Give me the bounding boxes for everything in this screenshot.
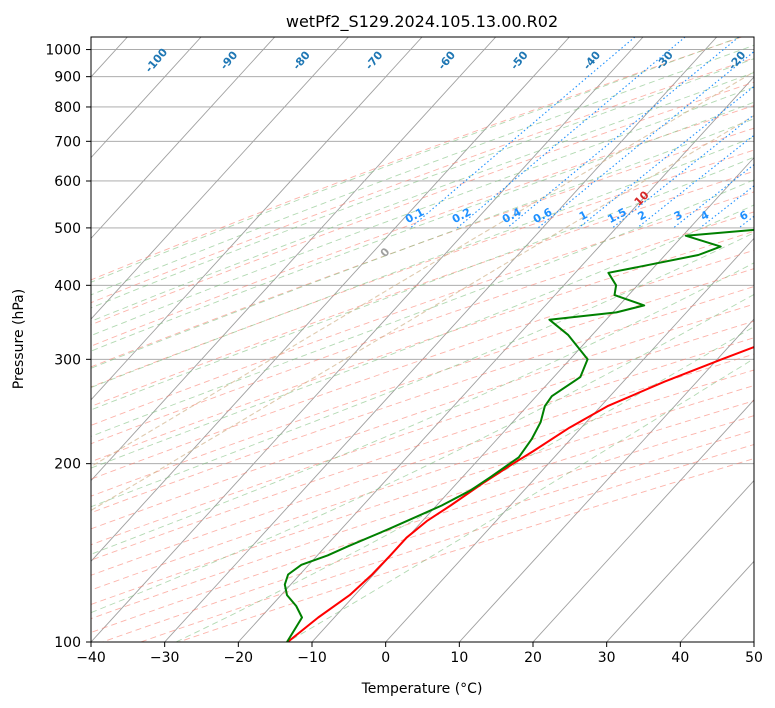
moist-adiabat-line	[91, 262, 754, 555]
isotherm-line	[91, 37, 276, 240]
isotherm-line	[91, 37, 570, 562]
x-axis: −40 −30 −20 −10 0 10 20 30 40 50	[76, 642, 763, 666]
ice-curve-line	[91, 115, 754, 512]
y-tick-label: 100	[54, 635, 81, 651]
x-tick-label: 30	[598, 650, 616, 666]
plot-frame	[90, 36, 755, 643]
x-tick-label: −10	[297, 650, 327, 666]
dry-adiabat-line	[91, 320, 754, 546]
ice-curve-line	[91, 71, 754, 468]
chart-title: wetPf2_S129.2024.105.13.00.R02	[286, 12, 558, 32]
mixing-ratio-line	[456, 37, 686, 229]
y-axis: 100 200 300 400 500 600 700 800 900 1000	[45, 43, 91, 651]
moist-adiabat-line	[91, 232, 754, 508]
dry-adiabat-line	[91, 37, 743, 281]
x-axis-label: Temperature (°C)	[361, 681, 483, 697]
moist-adiabat-line	[91, 136, 754, 388]
x-tick-label: 50	[745, 650, 763, 666]
dry-adiabat-line	[91, 303, 754, 530]
mixing-ratio-line	[537, 50, 754, 229]
dry-adiabat-line	[91, 353, 754, 576]
dry-adiabat-line	[91, 268, 754, 497]
isotherm-line	[385, 237, 754, 642]
y-tick-label: 300	[54, 352, 81, 368]
isotherm-line	[91, 37, 644, 642]
moist-adiabat-line	[91, 71, 754, 322]
isotherm-line	[91, 37, 423, 401]
isotherm-line	[164, 37, 718, 642]
isotherm-line	[532, 399, 754, 642]
mixing-ratio-line	[673, 163, 754, 229]
x-tick-label: 40	[671, 650, 689, 666]
dry-adiabat-line	[91, 149, 754, 388]
moist-adiabat-line	[91, 37, 741, 283]
dewpoint-profile-line	[283, 228, 754, 642]
y-tick-label: 500	[54, 221, 81, 237]
mixing-ratio-line	[612, 114, 754, 229]
isotherm-line	[91, 37, 349, 320]
mixing-ratio-line	[506, 37, 740, 229]
y-tick-label: 400	[54, 278, 81, 294]
y-tick-label: 800	[54, 100, 81, 116]
isotherm-line	[238, 76, 754, 642]
mixing-ratio-line	[578, 85, 754, 229]
moist-adiabat-line	[91, 86, 754, 337]
isotherm-line	[91, 37, 497, 482]
isotherm-line	[459, 318, 754, 642]
x-tick-label: 0	[381, 650, 390, 666]
y-tick-label: 600	[54, 174, 81, 190]
x-tick-label: −20	[224, 650, 254, 666]
y-tick-label: 200	[54, 457, 81, 473]
moist-adiabat-line	[91, 179, 754, 437]
x-tick-label: 10	[450, 650, 468, 666]
moist-adiabat-line	[91, 58, 754, 309]
moist-adiabat-line	[91, 156, 754, 411]
y-tick-label: 700	[54, 134, 81, 150]
dry-adiabat-line	[91, 170, 754, 407]
isotherm-line	[606, 479, 754, 642]
temperature-profile-line	[287, 346, 754, 642]
dry-adiabat-line	[91, 127, 754, 368]
isotherm-line	[91, 37, 202, 159]
x-tick-label: −40	[76, 650, 106, 666]
y-tick-label: 1000	[45, 43, 81, 59]
mixing-ratio-line	[410, 37, 636, 229]
moist-adiabat-line	[91, 44, 754, 296]
x-tick-label: 20	[524, 650, 542, 666]
x-tick-label: −30	[150, 650, 180, 666]
moist-adiabat-line	[287, 358, 754, 642]
dry-adiabat-line	[91, 211, 754, 445]
dry-adiabat-line	[91, 369, 754, 591]
y-axis-label: Pressure (hPa)	[11, 289, 27, 389]
series-layer	[283, 228, 754, 642]
y-tick-label: 900	[54, 70, 81, 86]
dry-adiabat-line	[91, 57, 754, 304]
